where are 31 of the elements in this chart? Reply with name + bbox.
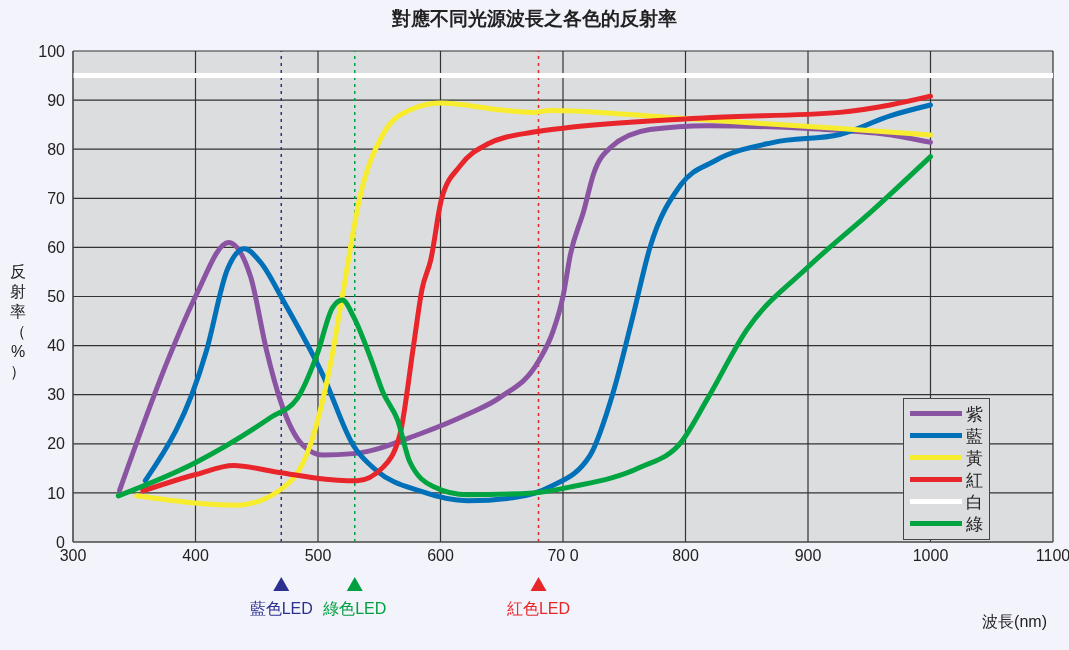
y-tick-label: 30 — [47, 386, 66, 404]
y-tick-label: 10 — [47, 484, 66, 502]
y-tick-label: 60 — [47, 239, 66, 257]
legend-label: 藍 — [966, 425, 983, 448]
x-tick-label: 600 — [427, 547, 454, 565]
x-tick-label: 900 — [794, 547, 822, 565]
y-tick-label: 90 — [47, 91, 66, 109]
y-tick-label: 40 — [47, 337, 66, 355]
legend-label: 紅 — [966, 469, 983, 492]
y-tick-label: 20 — [47, 435, 66, 453]
legend-label: 白 — [966, 491, 983, 514]
x-tick-label: 800 — [672, 547, 699, 565]
x-tick-label: 400 — [182, 547, 209, 565]
y-axis-title: 反射率（%） — [9, 262, 27, 382]
ref-line-label: 紅色LED — [506, 600, 571, 617]
y-tick-label: 100 — [38, 42, 66, 60]
x-tick-label: 70 0 — [547, 547, 579, 565]
x-tick-label: 1100 — [1035, 547, 1069, 565]
chart-title: 對應不同光源波長之各色的反射率 — [391, 7, 678, 31]
x-tick-label: 1000 — [912, 547, 949, 565]
ref-line-label: 綠色LED — [322, 600, 387, 617]
legend-label: 綠 — [966, 513, 983, 536]
x-tick-label: 500 — [304, 547, 332, 565]
x-tick-label: 300 — [59, 547, 87, 565]
y-tick-label: 50 — [47, 288, 66, 306]
legend-label: 黃 — [966, 447, 983, 470]
ref-line-label: 藍色LED — [249, 600, 313, 617]
y-tick-label: 70 — [47, 189, 66, 207]
x-axis-title: 波長(nm) — [982, 612, 1047, 632]
legend-label: 紫 — [966, 403, 983, 426]
y-tick-label: 80 — [47, 140, 66, 158]
